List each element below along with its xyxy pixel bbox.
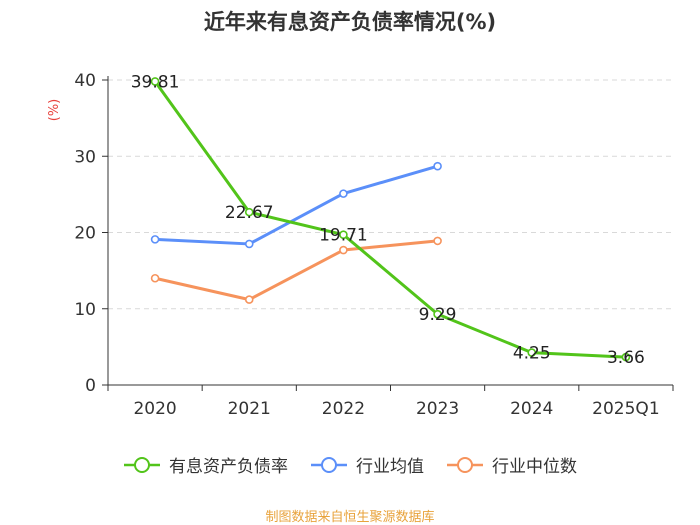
- series-point-1: [150, 235, 160, 244]
- y-tick-label: 40: [74, 71, 96, 91]
- legend: 有息资产负债率 行业均值 行业中位数: [0, 452, 700, 477]
- axes: 0 10 20 30 40 (%) 2020 2021 2022 2023 2024 2025Q1: [47, 71, 674, 419]
- legend-line-marker-icon: [311, 456, 347, 473]
- series-line-1: [155, 164, 439, 246]
- y-tick-label: 0: [85, 376, 96, 396]
- series-point-2: [150, 273, 160, 283]
- series-lines: [150, 77, 631, 362]
- y-tick-label: 10: [74, 300, 96, 320]
- gridlines: [108, 79, 673, 310]
- legend-line-marker-icon: [447, 456, 483, 473]
- x-tick-label: 2024: [510, 399, 553, 419]
- series-point-0: [339, 230, 348, 240]
- data-labels: 39.81 22.67 19.71 9.29 4.25 3.66: [131, 72, 645, 368]
- series-point-1: [339, 189, 348, 198]
- series-line-2: [154, 239, 438, 302]
- source-note: 制图数据来自恒生聚源数据库: [265, 510, 435, 525]
- data-label: 22.67: [225, 203, 274, 223]
- legend-label: 行业均值: [356, 457, 424, 477]
- series-point-2: [433, 236, 442, 246]
- series-point-1: [433, 161, 442, 171]
- series-point-0: [527, 348, 537, 357]
- x-tick-label: 2020: [133, 399, 176, 419]
- data-label: 3.66: [607, 348, 645, 368]
- data-label: 19.71: [319, 226, 368, 246]
- x-tick-label: 2023: [416, 399, 459, 419]
- series-point-0: [150, 77, 160, 86]
- legend-item-0[interactable]: 有息资产负债率: [123, 452, 288, 477]
- y-tick-label: 30: [74, 147, 96, 167]
- legend-label: 行业中位数: [492, 457, 577, 477]
- data-label: 39.81: [131, 72, 180, 92]
- legend-label: 有息资产负债率: [169, 457, 288, 477]
- series-line-0: [153, 80, 626, 359]
- legend-item-2[interactable]: 行业中位数: [446, 452, 577, 477]
- x-tick-label: 2021: [228, 399, 271, 419]
- legend-line-marker-icon: [124, 456, 160, 473]
- legend-item-1[interactable]: 行业均值: [310, 452, 424, 477]
- series-point-1: [244, 239, 254, 249]
- y-axis-label: (%): [47, 99, 62, 122]
- chart-title: 近年来有息资产负债率情况(%): [203, 10, 497, 34]
- x-tick-label: 2025Q1: [592, 399, 659, 419]
- data-label: 9.29: [419, 305, 457, 325]
- x-tick-label: 2022: [322, 399, 365, 419]
- series-point-2: [339, 245, 348, 255]
- series-point-0: [621, 352, 631, 362]
- y-tick-label: 20: [74, 224, 96, 244]
- series-point-2: [244, 295, 254, 304]
- series-point-0: [433, 309, 442, 319]
- series-point-0: [244, 207, 254, 217]
- data-label: 4.25: [513, 344, 551, 364]
